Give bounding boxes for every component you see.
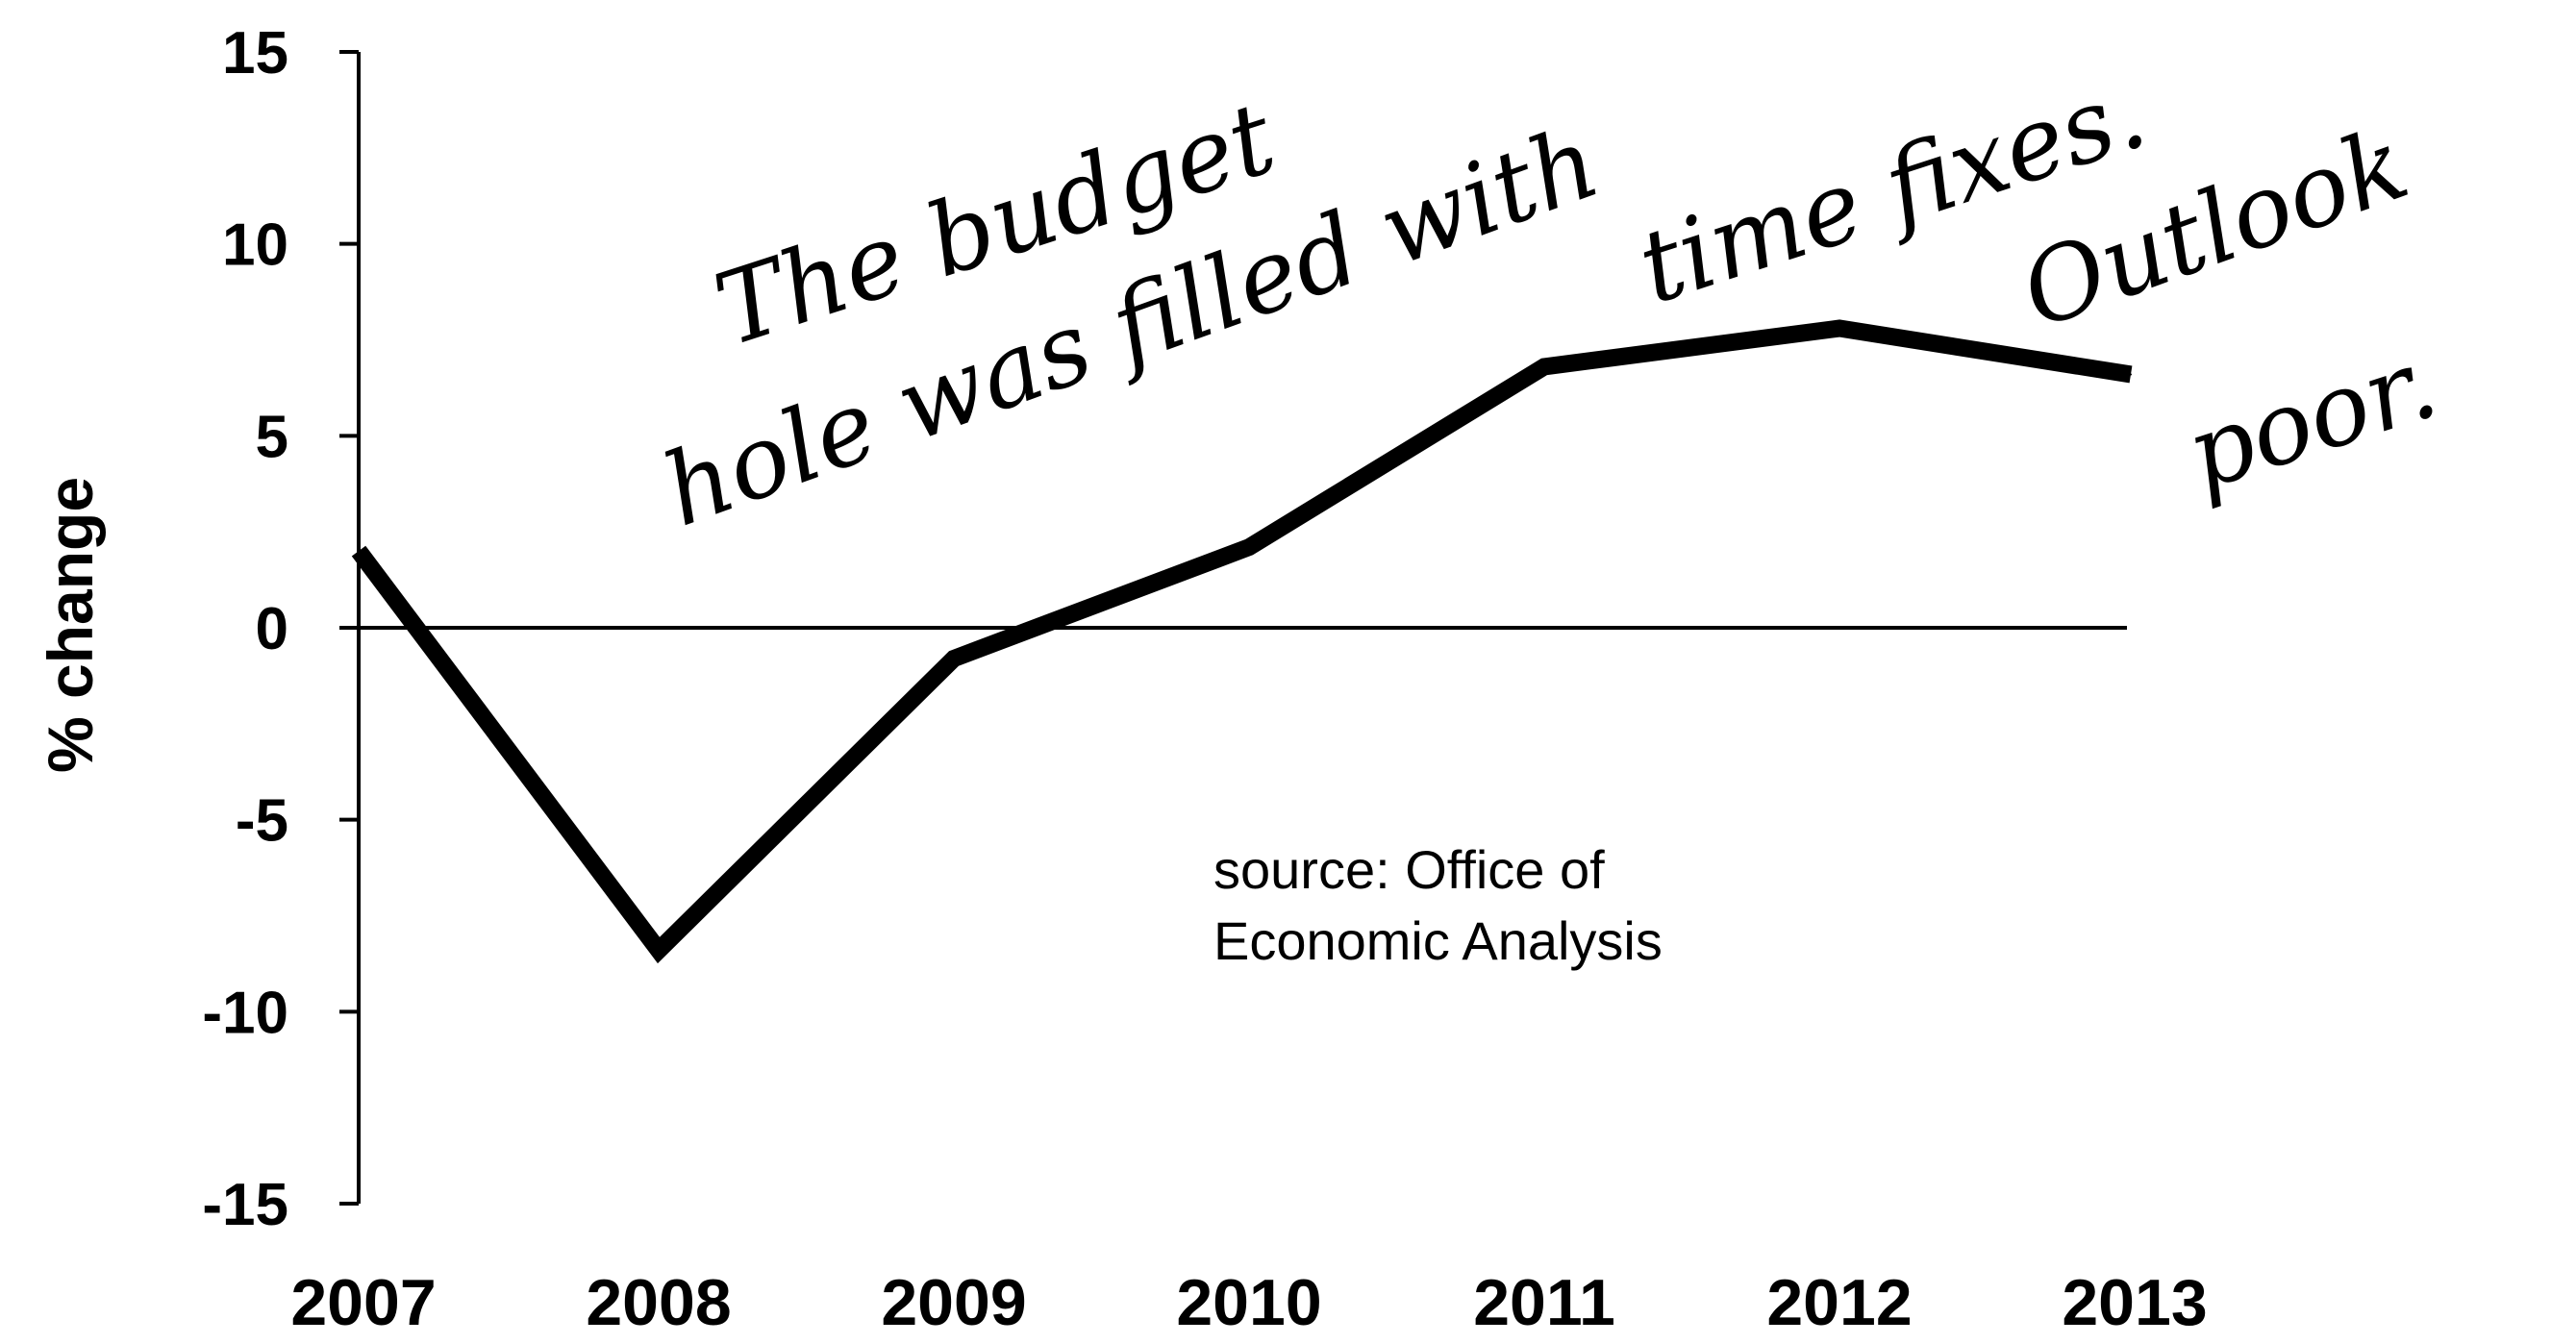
x-tick-label: 2009 <box>881 1266 1026 1339</box>
y-tick-label: 0 <box>256 596 288 662</box>
series-group <box>351 319 2133 964</box>
handwritten-annotation: The budget hole was filled with time fix… <box>649 54 2450 550</box>
x-tick-label: 2010 <box>1176 1266 1321 1339</box>
handwritten-line-5: poor. <box>2173 323 2450 512</box>
x-tick-label: 2013 <box>2062 1266 2207 1339</box>
data-point <box>358 550 360 553</box>
x-tick-label: 2008 <box>586 1266 731 1339</box>
data-point <box>1543 365 1545 368</box>
data-point <box>658 949 660 952</box>
x-tick-label: 2011 <box>1473 1266 1615 1339</box>
y-tick-label: 10 <box>222 212 288 279</box>
data-point <box>1838 327 1840 330</box>
y-tick-label: 5 <box>256 404 288 470</box>
data-point <box>2130 373 2132 376</box>
x-tick-label: 2007 <box>290 1266 436 1339</box>
y-tick-labels: 15 10 5 0 -5 -10 -15 <box>202 20 288 1238</box>
axes <box>339 50 2127 1206</box>
data-point <box>1248 546 1250 549</box>
source-note-line-2: Economic Analysis <box>1213 910 1663 971</box>
y-axis-title: % change <box>35 477 106 773</box>
data-point <box>953 657 955 660</box>
y-tick-label: 15 <box>222 20 288 87</box>
y-tick-label: -10 <box>202 980 288 1046</box>
source-note-line-1: source: Office of <box>1213 839 1605 900</box>
y-tick-label: -5 <box>236 788 288 855</box>
x-tick-labels: 2007 2008 2009 2010 2011 2012 2013 <box>290 1266 2207 1339</box>
y-tick-label: -15 <box>202 1172 288 1238</box>
x-tick-label: 2012 <box>1766 1266 1912 1339</box>
